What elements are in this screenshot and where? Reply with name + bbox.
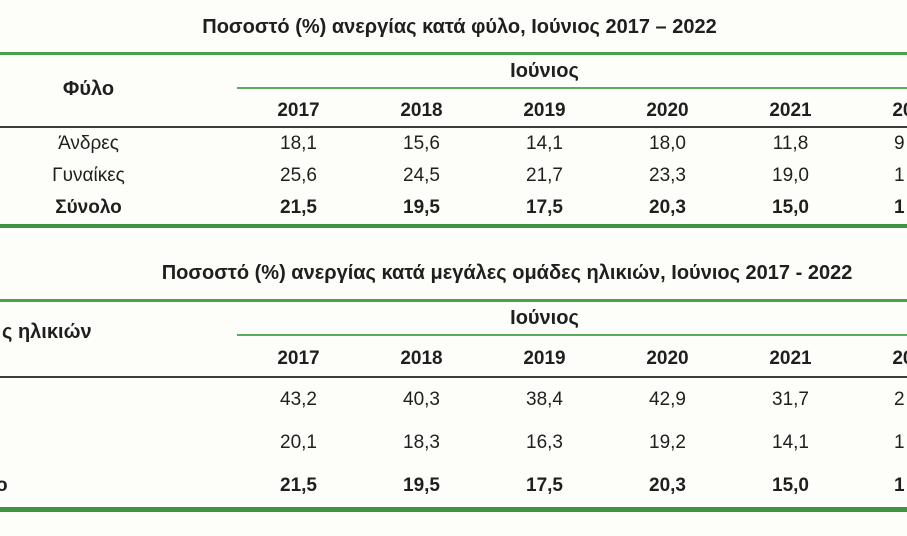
- row-label: Γυναίκες: [52, 165, 125, 186]
- value-cell: 18,1: [280, 133, 317, 154]
- row-label: Σύνολο: [55, 197, 122, 218]
- row-label-clipped: [0, 421, 237, 464]
- year-header: 2022: [892, 348, 907, 369]
- table-total-row: Σύνολο 21,5 19,5 17,5 20,3 15,0 1: [0, 192, 907, 224]
- value-cell: 16,3: [526, 432, 563, 453]
- table2-group-underline: [237, 334, 907, 336]
- table2-year-header-row: 2017 2018 2019 2020 2021 2022: [0, 344, 907, 374]
- year-header: 2018: [400, 100, 443, 121]
- year-header: 2020: [646, 100, 689, 121]
- value-cell-clipped: 1: [894, 432, 905, 453]
- table-row: Άνδρες 18,1 15,6 14,1 18,0 11,8 9: [0, 128, 907, 160]
- row-label: Άνδρες: [58, 133, 119, 154]
- value-cell-clipped: 1: [894, 475, 905, 496]
- table1-title: Ποσοστό (%) ανεργίας κατά φύλο, Ιούνιος …: [202, 16, 717, 38]
- value-cell: 43,2: [280, 389, 317, 410]
- year-header: 2021: [769, 100, 812, 121]
- value-cell: 18,3: [403, 432, 440, 453]
- value-cell: 19,0: [772, 165, 809, 186]
- value-cell: 38,4: [526, 389, 563, 410]
- year-header: 2019: [523, 348, 566, 369]
- year-header: 2021: [769, 348, 812, 369]
- year-header: 2018: [400, 348, 443, 369]
- value-cell: 17,5: [526, 197, 563, 218]
- value-cell: 25,6: [280, 165, 317, 186]
- value-cell: 15,0: [772, 197, 809, 218]
- value-cell: 14,1: [526, 133, 563, 154]
- table1-header-rule: [0, 126, 907, 128]
- table2-title: Ποσοστό (%) ανεργίας κατά μεγάλες ομάδες…: [161, 262, 853, 284]
- value-cell: 20,3: [649, 197, 686, 218]
- row-label-clipped: ο: [0, 475, 8, 496]
- year-header: 2017: [277, 100, 320, 121]
- table2-stub-header-clipped: ς ηλικιών: [2, 321, 92, 343]
- value-cell: 20,1: [280, 432, 317, 453]
- value-cell: 21,5: [280, 197, 317, 218]
- value-cell: 42,9: [649, 389, 686, 410]
- value-cell: 21,7: [526, 165, 563, 186]
- table1-group-header: Ιούνιος: [510, 60, 579, 82]
- value-cell: 24,5: [403, 165, 440, 186]
- value-cell: 20,3: [649, 475, 686, 496]
- year-header: 2019: [523, 100, 566, 121]
- value-cell: 15,6: [403, 133, 440, 154]
- spacer-cell: [0, 344, 237, 374]
- year-header: 2017: [277, 348, 320, 369]
- table-row: Γυναίκες 25,6 24,5 21,7 23,3 19,0 1: [0, 160, 907, 192]
- table2-top-rule: [0, 299, 907, 302]
- year-header: 2020: [646, 348, 689, 369]
- value-cell: 15,0: [772, 475, 809, 496]
- table2-group-header: Ιούνιος: [510, 307, 579, 329]
- value-cell-clipped: 9: [894, 133, 905, 154]
- table-row: 20,1 18,3 16,3 19,2 14,1 1: [0, 421, 907, 464]
- table-total-row: ο 21,5 19,5 17,5 20,3 15,0 1: [0, 464, 907, 507]
- table1-year-header-row: 2017 2018 2019 2020 2021 2022: [0, 96, 907, 126]
- value-cell: 40,3: [403, 389, 440, 410]
- value-cell-clipped: 1: [894, 165, 905, 186]
- table2-header-rule: [0, 376, 907, 378]
- value-cell: 19,2: [649, 432, 686, 453]
- value-cell: 14,1: [772, 432, 809, 453]
- table1-group-underline: [237, 87, 907, 89]
- value-cell: 19,5: [403, 197, 440, 218]
- row-label-clipped: [0, 378, 237, 421]
- value-cell: 21,5: [280, 475, 317, 496]
- spacer-cell: [0, 96, 237, 126]
- table2-bottom-rule: [0, 507, 907, 512]
- value-cell: 19,5: [403, 475, 440, 496]
- value-cell: 18,0: [649, 133, 686, 154]
- table1-stub-header: Φύλο: [62, 78, 115, 100]
- table1-top-rule: [0, 52, 907, 55]
- value-cell: 23,3: [649, 165, 686, 186]
- value-cell: 17,5: [526, 475, 563, 496]
- table1-bottom-rule: [0, 224, 907, 228]
- year-header: 2022: [892, 100, 907, 121]
- table-row: 43,2 40,3 38,4 42,9 31,7 2: [0, 378, 907, 421]
- value-cell-clipped: 2: [894, 389, 905, 410]
- value-cell: 11,8: [772, 133, 809, 154]
- value-cell-clipped: 1: [894, 197, 905, 218]
- value-cell: 31,7: [772, 389, 809, 410]
